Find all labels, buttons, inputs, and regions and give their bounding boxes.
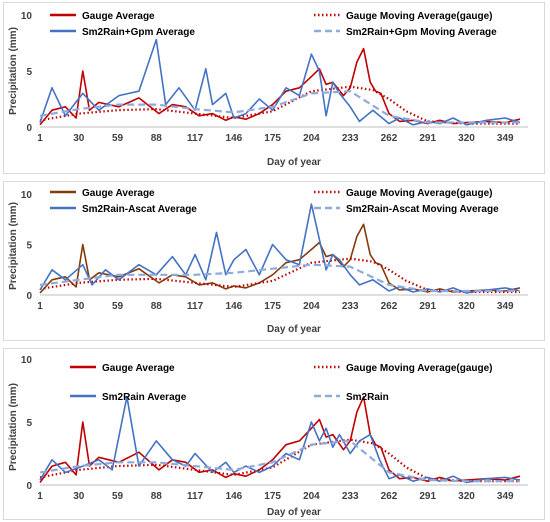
chart-1-svg: 0 5 10 1 30 59 88 117 146 175 204 233 262 291 320 349 Pr… [8, 11, 528, 168]
legend-label: Sm2Rain+Gpm Moving Average [346, 27, 497, 38]
y-axis-label: Precipitation (mm) [8, 27, 19, 115]
x-tick-label: 175 [264, 491, 281, 502]
x-tick-label: 175 [264, 301, 281, 312]
x-tick-label: 1 [37, 133, 43, 144]
legend-label: Gauge Average [102, 363, 175, 374]
x-tick-label: 320 [458, 133, 475, 144]
x-tick-label: 233 [342, 133, 359, 144]
x-tick-label: 88 [151, 133, 163, 144]
legend-label: Gauge Average [82, 188, 155, 199]
y-tick-label: 5 [26, 241, 32, 252]
legend-label: Sm2Rain+Gpm Average [82, 27, 195, 38]
x-tick-label: 291 [419, 133, 436, 144]
x-tick-label: 349 [497, 133, 514, 144]
y-axis-label: Precipitation (mm) [8, 383, 19, 471]
x-tick-label: 59 [112, 491, 124, 502]
x-tick-label: 88 [151, 491, 163, 502]
chart-panel-1: 0 5 10 1 30 59 88 117 146 175 204 233 262 291 320 349 Pr… [3, 2, 545, 174]
legend-label: Gauge Average [82, 11, 155, 22]
legend-label: Sm2Rain Average [102, 392, 187, 403]
x-tick-label: 146 [226, 491, 243, 502]
y-tick-label: 0 [26, 291, 32, 302]
x-tick-label: 291 [419, 491, 436, 502]
x-tick-label: 1 [37, 301, 43, 312]
x-axis-label: Day of year [267, 324, 321, 335]
y-tick-label: 10 [21, 190, 33, 201]
chart-panel-3: 0 5 10 1 30 59 88 117 146 175 204 233 262 291 320 349 Pr… [3, 348, 545, 520]
x-tick-label: 88 [151, 301, 163, 312]
y-tick-label: 0 [26, 481, 32, 492]
x-tick-label: 204 [303, 301, 320, 312]
legend-label: Gauge Moving Average(gauge) [346, 363, 493, 374]
chart-3-svg: 0 5 10 1 30 59 88 117 146 175 204 233 262 291 320 349 Pr… [8, 355, 528, 518]
y-tick-label: 5 [26, 418, 32, 429]
series-line-1 [39, 47, 521, 126]
x-tick-label: 117 [187, 133, 204, 144]
x-axis-label: Day of year [267, 507, 321, 518]
x-tick-label: 204 [303, 491, 320, 502]
chart-panel-2: 0 5 10 1 30 59 88 117 146 175 204 233 262 291 320 349 Pr… [3, 181, 545, 341]
x-tick-label: 233 [342, 491, 359, 502]
x-tick-label: 320 [458, 491, 475, 502]
x-tick-label: 262 [381, 133, 398, 144]
x-axis-label: Day of year [267, 157, 321, 168]
legend-label: Sm2Rain-Ascat Moving Average [346, 204, 499, 215]
series-line-1 [39, 395, 521, 483]
x-tick-label: 59 [112, 301, 124, 312]
x-tick-label: 233 [342, 301, 359, 312]
y-tick-label: 10 [21, 355, 33, 366]
x-tick-label: 146 [226, 301, 243, 312]
x-tick-label: 175 [264, 133, 281, 144]
x-tick-label: 291 [419, 301, 436, 312]
series-line-4 [39, 263, 520, 293]
series-line-4 [39, 439, 520, 483]
series-line-3 [39, 38, 521, 126]
x-tick-label: 349 [497, 491, 514, 502]
y-tick-label: 5 [26, 67, 32, 78]
y-tick-label: 0 [26, 123, 32, 134]
series-line-4 [39, 90, 520, 124]
x-tick-label: 262 [381, 301, 398, 312]
legend-label: Sm2Rain [346, 392, 389, 403]
x-tick-label: 30 [73, 301, 85, 312]
x-tick-label: 349 [497, 301, 514, 312]
y-axis-label: Precipitation (mm) [8, 202, 19, 290]
x-tick-label: 262 [381, 491, 398, 502]
x-tick-label: 1 [37, 491, 43, 502]
chart-2-svg: 0 5 10 1 30 59 88 117 146 175 204 233 262 291 320 349 Pr… [8, 188, 528, 335]
legend-label: Gauge Moving Average(gauge) [346, 188, 493, 199]
series-line-1 [39, 223, 521, 294]
x-tick-label: 320 [458, 301, 475, 312]
legend-label: Sm2Rain-Ascat Average [82, 204, 197, 215]
y-tick-label: 10 [21, 11, 33, 22]
x-tick-label: 30 [73, 491, 85, 502]
x-tick-label: 117 [187, 491, 204, 502]
x-tick-label: 59 [112, 133, 124, 144]
x-tick-label: 146 [226, 133, 243, 144]
series-line-3 [39, 395, 521, 484]
x-tick-label: 30 [73, 133, 85, 144]
x-tick-label: 204 [303, 133, 320, 144]
x-tick-label: 117 [187, 301, 204, 312]
legend-label: Gauge Moving Average(gauge) [346, 11, 493, 22]
